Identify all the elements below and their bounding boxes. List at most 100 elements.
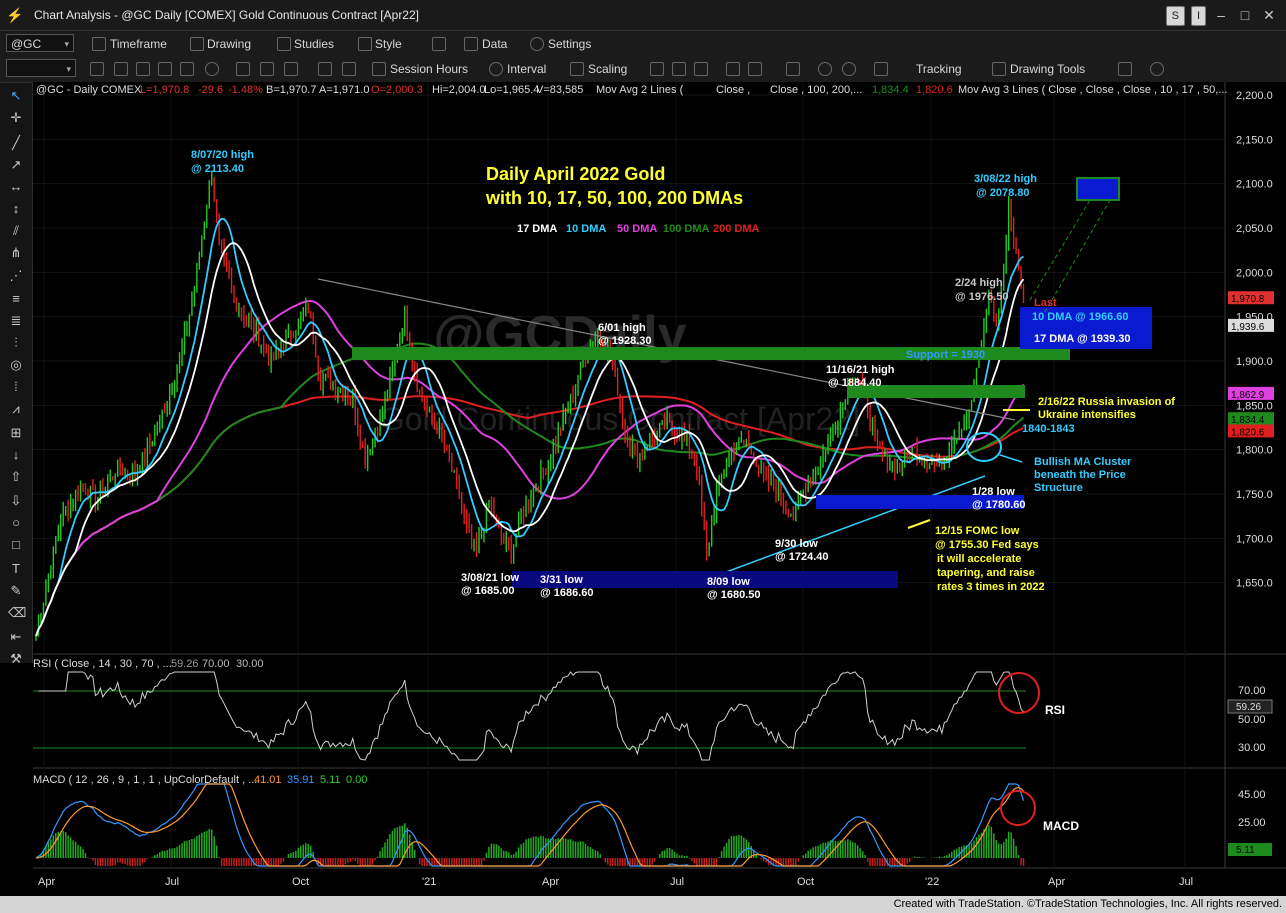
projection-line-2 xyxy=(1044,199,1111,313)
ma-cluster-circle xyxy=(966,432,1002,462)
support-1930-zone[interactable] xyxy=(352,347,1070,360)
annotation-aug09-low-value: @ 1680.50 xyxy=(707,589,761,601)
calendar-icon[interactable] xyxy=(284,62,298,76)
horizontal-line-tool-icon[interactable]: ↔ xyxy=(9,179,23,194)
style-menu[interactable]: Style xyxy=(375,37,402,51)
price-bars xyxy=(35,170,1025,641)
hierarchy-icon[interactable] xyxy=(318,62,332,76)
snap-tool-icon[interactable]: ⇤ xyxy=(10,629,22,644)
i-menu-button[interactable]: I xyxy=(1190,6,1206,26)
window-icon[interactable] xyxy=(342,62,356,76)
rsi-circle xyxy=(998,672,1040,714)
upside-target-box[interactable] xyxy=(1076,177,1120,201)
s-menu-button[interactable]: S xyxy=(1165,6,1185,26)
ray-tool-icon[interactable]: ↗ xyxy=(10,157,22,172)
zoom-out-icon[interactable] xyxy=(842,62,856,76)
line-chart-icon[interactable] xyxy=(748,62,762,76)
hollow-candle-icon[interactable] xyxy=(726,62,740,76)
annotation-10dma: 10 DMA @ 1966.60 xyxy=(1032,311,1129,323)
gann-box-tool-icon[interactable]: ⊞ xyxy=(10,425,22,440)
refresh-icon[interactable] xyxy=(90,62,104,76)
dma-target-box[interactable] xyxy=(1020,307,1152,349)
cloud-icon[interactable] xyxy=(1150,62,1164,76)
search-icon[interactable] xyxy=(236,62,250,76)
studies-menu[interactable]: Studies xyxy=(294,37,335,51)
scaling-menu[interactable]: Scaling xyxy=(588,62,628,76)
export-icon[interactable] xyxy=(1118,62,1132,76)
low-zone-1680[interactable] xyxy=(512,571,898,588)
uptrend-line[interactable] xyxy=(709,475,986,579)
ma3-label: Mov Avg 3 Lines ( Close , Close , Close … xyxy=(958,84,1227,96)
rsi-tick-50: 50.00 xyxy=(1238,714,1266,726)
alert-icon[interactable] xyxy=(260,62,274,76)
minimize-icon[interactable]: – xyxy=(1217,7,1225,23)
settings-menu[interactable]: Settings xyxy=(548,37,592,51)
ma2-args2: Close , 100, 200,... xyxy=(770,84,862,96)
annotation-jan28-low: 1/28 low xyxy=(972,486,1015,498)
text-tool-icon[interactable]: T xyxy=(12,561,20,576)
rectangle-tool-icon[interactable]: □ xyxy=(12,537,20,552)
macd-callout: MACD xyxy=(1043,819,1079,833)
cycle-lines-tool-icon[interactable]: ◎ xyxy=(10,357,22,372)
rsi-label: RSI ( Close , 14 , 30 , 70 , ... xyxy=(33,658,172,670)
low-zone-1780[interactable] xyxy=(816,495,1024,509)
drawing-menu[interactable]: Drawing xyxy=(207,37,252,51)
chart-canvas[interactable]: @GCDaily Gold Continuous Contract [Apr22… xyxy=(0,82,1286,896)
close-icon[interactable]: ✕ xyxy=(1263,7,1275,23)
crosshair-tool-icon[interactable]: ✛ xyxy=(10,110,22,125)
tracking-menu[interactable]: Tracking xyxy=(916,62,962,76)
price-axis[interactable]: 2,200.02,150.02,100.02,050.02,000.01,950… xyxy=(1236,90,1273,590)
pencil-tool-icon[interactable]: ✎ xyxy=(10,583,22,598)
bar-chart-icon[interactable] xyxy=(650,62,664,76)
vertical-line-tool-icon[interactable]: ↕ xyxy=(12,201,20,216)
drawing-tools-menu[interactable]: Drawing Tools xyxy=(1010,62,1086,76)
arrow-down-tool-icon[interactable]: ↓ xyxy=(12,447,20,462)
ohlc-chart-icon[interactable] xyxy=(694,62,708,76)
arrow-up-tool-icon[interactable]: ⇧ xyxy=(10,469,22,484)
cursor-icon[interactable] xyxy=(136,62,150,76)
price-tick: 1,700.0 xyxy=(1236,533,1273,545)
time-zones-tool-icon[interactable]: ⦙ xyxy=(14,379,18,394)
data-menu[interactable]: Data xyxy=(482,37,508,51)
resistance-1884-zone[interactable] xyxy=(847,385,1025,398)
interval-menu[interactable]: Interval xyxy=(507,62,547,76)
gann-fan-tool-icon[interactable]: ⋰ xyxy=(9,268,23,283)
ma50-path xyxy=(35,299,1025,637)
interval-dropdown[interactable]: ▾ xyxy=(6,59,76,77)
legend-10dma: 10 DMA xyxy=(566,223,606,235)
arrow-marker-tool-icon[interactable]: ⇩ xyxy=(10,493,22,508)
pointer-tool-icon[interactable]: ↖ xyxy=(10,88,22,103)
tradestation-logo-icon: ⚡ xyxy=(6,7,24,23)
format-icon[interactable] xyxy=(432,37,446,51)
session-hours-menu[interactable]: Session Hours xyxy=(390,62,469,76)
price-tag-box xyxy=(1228,424,1274,438)
ma2-label: Mov Avg 2 Lines ( xyxy=(596,84,684,96)
symbol-input[interactable]: @GC ▾ xyxy=(6,34,74,52)
andrews-pitchfork-tool-icon[interactable]: ⋔ xyxy=(10,245,22,260)
time-axis[interactable]: Apr Jul Oct '21 Apr Jul Oct '22 Apr Jul xyxy=(38,876,1193,888)
copyright-text: Created with TradeStation. ©TradeStation… xyxy=(893,898,1282,910)
grid-icon[interactable] xyxy=(180,62,194,76)
link-icon[interactable] xyxy=(205,62,219,76)
candle-chart-icon[interactable] xyxy=(672,62,686,76)
speed-lines-tool-icon[interactable]: ⫶ xyxy=(14,335,18,350)
ellipse-tool-icon[interactable]: ○ xyxy=(12,515,20,530)
play-icon[interactable] xyxy=(114,62,128,76)
open-price: O=2,000.3 xyxy=(371,84,423,96)
regression-tool-icon[interactable]: ⩘ xyxy=(12,401,20,416)
rsi-callout: RSI xyxy=(1045,703,1065,717)
lock-tool-icon[interactable]: ⚒ xyxy=(10,651,22,666)
net-change: -29.6 xyxy=(198,84,223,96)
volume-icon[interactable] xyxy=(786,62,800,76)
timeframe-menu[interactable]: Timeframe xyxy=(110,37,167,51)
fibonacci-tool-icon[interactable]: ≡ xyxy=(12,291,20,306)
crosshair-icon[interactable] xyxy=(158,62,172,76)
eraser-tool-icon[interactable]: ⌫ xyxy=(8,605,27,620)
ma-cluster-marker-line xyxy=(999,454,1023,463)
fibonacci-extension-tool-icon[interactable]: ≣ xyxy=(10,313,22,328)
channel-tool-icon[interactable]: ⫽ xyxy=(13,223,19,238)
zoom-in-icon[interactable] xyxy=(818,62,832,76)
trendline-tool-icon[interactable]: ╱ xyxy=(12,135,20,150)
annotation-nov16-high-value: @ 1884.40 xyxy=(828,377,882,389)
maximize-icon[interactable]: □ xyxy=(1240,7,1250,23)
